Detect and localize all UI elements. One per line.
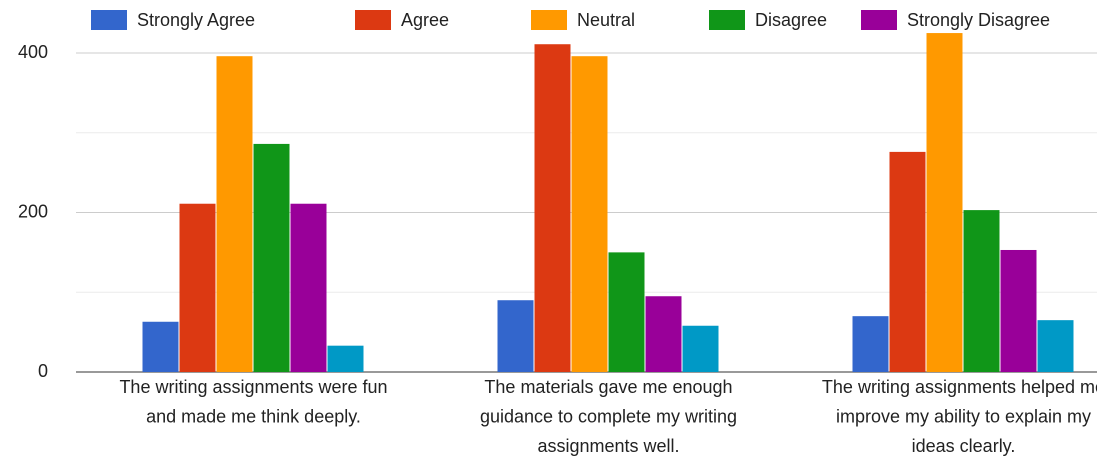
legend-swatch bbox=[709, 10, 745, 30]
x-tick-label: The materials gave me enough guidance to … bbox=[480, 377, 737, 456]
bar bbox=[534, 44, 571, 372]
bar bbox=[1037, 320, 1074, 372]
legend-label: Neutral bbox=[577, 10, 635, 30]
bar bbox=[852, 316, 889, 372]
y-tick-label: 400 bbox=[18, 42, 48, 62]
y-tick-label: 200 bbox=[18, 201, 48, 221]
bar bbox=[497, 300, 534, 372]
bar bbox=[142, 321, 179, 372]
bar bbox=[253, 143, 290, 372]
x-tick-label: The writing assignments helped me improve… bbox=[822, 377, 1104, 456]
legend-swatch bbox=[355, 10, 391, 30]
legend-swatch bbox=[861, 10, 897, 30]
bar bbox=[571, 56, 608, 372]
bar bbox=[216, 56, 253, 372]
y-tick-label: 0 bbox=[38, 361, 48, 381]
legend-label: Strongly Agree bbox=[137, 10, 255, 30]
bar bbox=[179, 203, 216, 372]
bar bbox=[290, 203, 327, 372]
plot: 0 200 400 The writing assignments were fun a… bbox=[18, 10, 1104, 456]
bar bbox=[889, 151, 926, 372]
bar bbox=[645, 296, 682, 372]
bar bbox=[327, 345, 364, 372]
bar bbox=[608, 252, 645, 372]
x-tick-label: The writing assignments were fun and made… bbox=[119, 377, 387, 427]
legend-swatch bbox=[531, 10, 567, 30]
legend-label: Agree bbox=[401, 10, 449, 30]
bar bbox=[1000, 249, 1037, 372]
legend-label: Strongly Disagree bbox=[907, 10, 1050, 30]
bar bbox=[963, 210, 1000, 372]
legend-swatch bbox=[91, 10, 127, 30]
bar bbox=[682, 325, 719, 372]
legend-label: Disagree bbox=[755, 10, 827, 30]
bar bbox=[926, 33, 963, 372]
